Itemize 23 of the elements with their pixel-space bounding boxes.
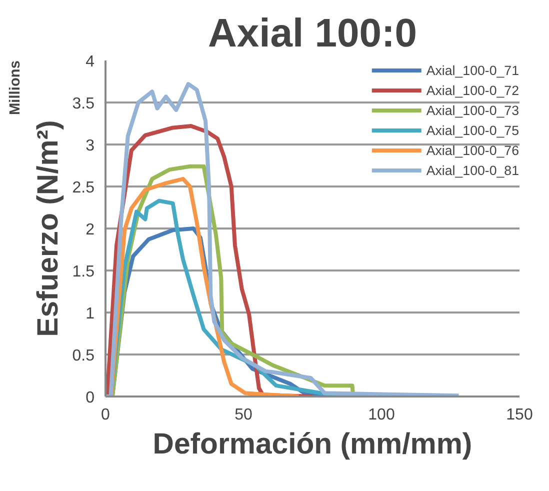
legend-label: Axial_100-0_75 <box>426 122 519 138</box>
y-tick-label: 0 <box>86 390 95 406</box>
legend-label: Axial_100-0_72 <box>426 82 519 98</box>
legend-label: Axial_100-0_71 <box>426 62 519 78</box>
x-tick-label: 0 <box>101 406 110 424</box>
x-tick-label: 100 <box>368 406 395 424</box>
y-tick-label: 1.5 <box>72 264 95 280</box>
chart-title: Axial 100:0 <box>208 12 418 56</box>
x-tick-label: 150 <box>506 406 533 424</box>
legend-label: Axial_100-0_76 <box>426 142 519 158</box>
x-tick-label: 50 <box>234 406 252 424</box>
x-axis-title: Deformación (mm/mm) <box>152 428 472 460</box>
y-tick-label: 2.5 <box>72 180 95 196</box>
y-tick-label: 3.5 <box>72 96 95 112</box>
y-tick-label: 2 <box>86 222 95 238</box>
y-tick-label: 3 <box>86 138 95 154</box>
y-axis-title: Esfuerzo (N/m²) <box>31 120 64 337</box>
legend-label: Axial_100-0_73 <box>426 102 519 118</box>
y-tick-label: 4 <box>86 54 95 70</box>
y-tick-label: 1 <box>86 306 95 322</box>
text: Millions <box>8 60 24 116</box>
y-tick-label: 0.5 <box>72 348 95 364</box>
legend-label: Axial_100-0_81 <box>426 162 519 178</box>
